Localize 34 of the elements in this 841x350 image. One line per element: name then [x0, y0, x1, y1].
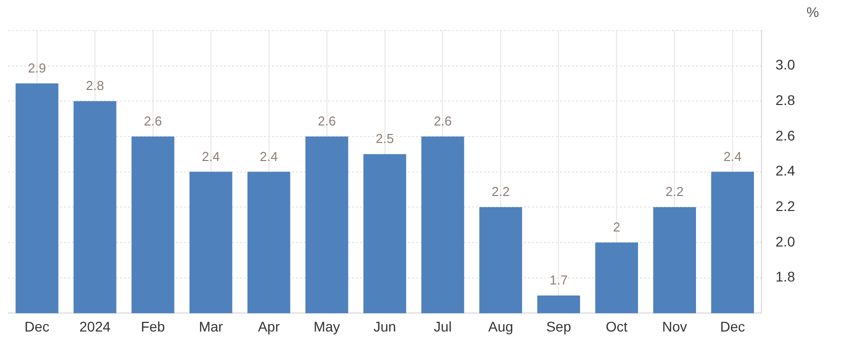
x-tick-label: Oct	[606, 318, 628, 334]
data-label: 2	[613, 220, 620, 235]
x-tick-label: Feb	[140, 318, 166, 334]
y-tick-label: 2.4	[776, 162, 796, 179]
x-tick-label: May	[314, 318, 340, 334]
data-label: 2.5	[376, 131, 394, 146]
x-tick-label: Dec	[720, 318, 746, 334]
y-tick-label: 3.0	[776, 56, 796, 73]
x-tick-label: Nov	[662, 318, 688, 334]
y-tick-label: 2.6	[776, 127, 796, 144]
data-label: 2.4	[260, 148, 278, 164]
x-tick-label: Sep	[546, 318, 572, 334]
x-tick-label: Jun	[373, 318, 396, 334]
x-tick-label: Apr	[258, 318, 280, 334]
data-label: 2.2	[666, 184, 684, 200]
data-label: 2.8	[86, 78, 104, 94]
data-label: 2.6	[318, 114, 336, 129]
data-label: 2.9	[28, 60, 46, 76]
y-tick-label: 1.8	[776, 268, 796, 285]
data-label: 2.4	[202, 148, 220, 164]
x-tick-label: Mar	[198, 318, 224, 334]
data-label: 2.6	[434, 114, 452, 129]
x-tick-label: Dec	[24, 318, 50, 334]
data-label: 1.7	[550, 272, 568, 288]
y-axis-title: %	[806, 4, 819, 20]
data-label: 2.2	[492, 184, 510, 200]
data-label: 2.4	[724, 148, 742, 164]
data-label: 2.6	[144, 114, 162, 129]
x-tick-label: Jul	[434, 318, 452, 334]
y-tick-label: 2.8	[776, 92, 796, 108]
y-tick-label: 2.2	[776, 198, 796, 214]
x-tick-label: 2024	[79, 318, 111, 334]
y-tick-label: 2.0	[776, 233, 796, 250]
x-tick-label: Aug	[488, 318, 514, 334]
